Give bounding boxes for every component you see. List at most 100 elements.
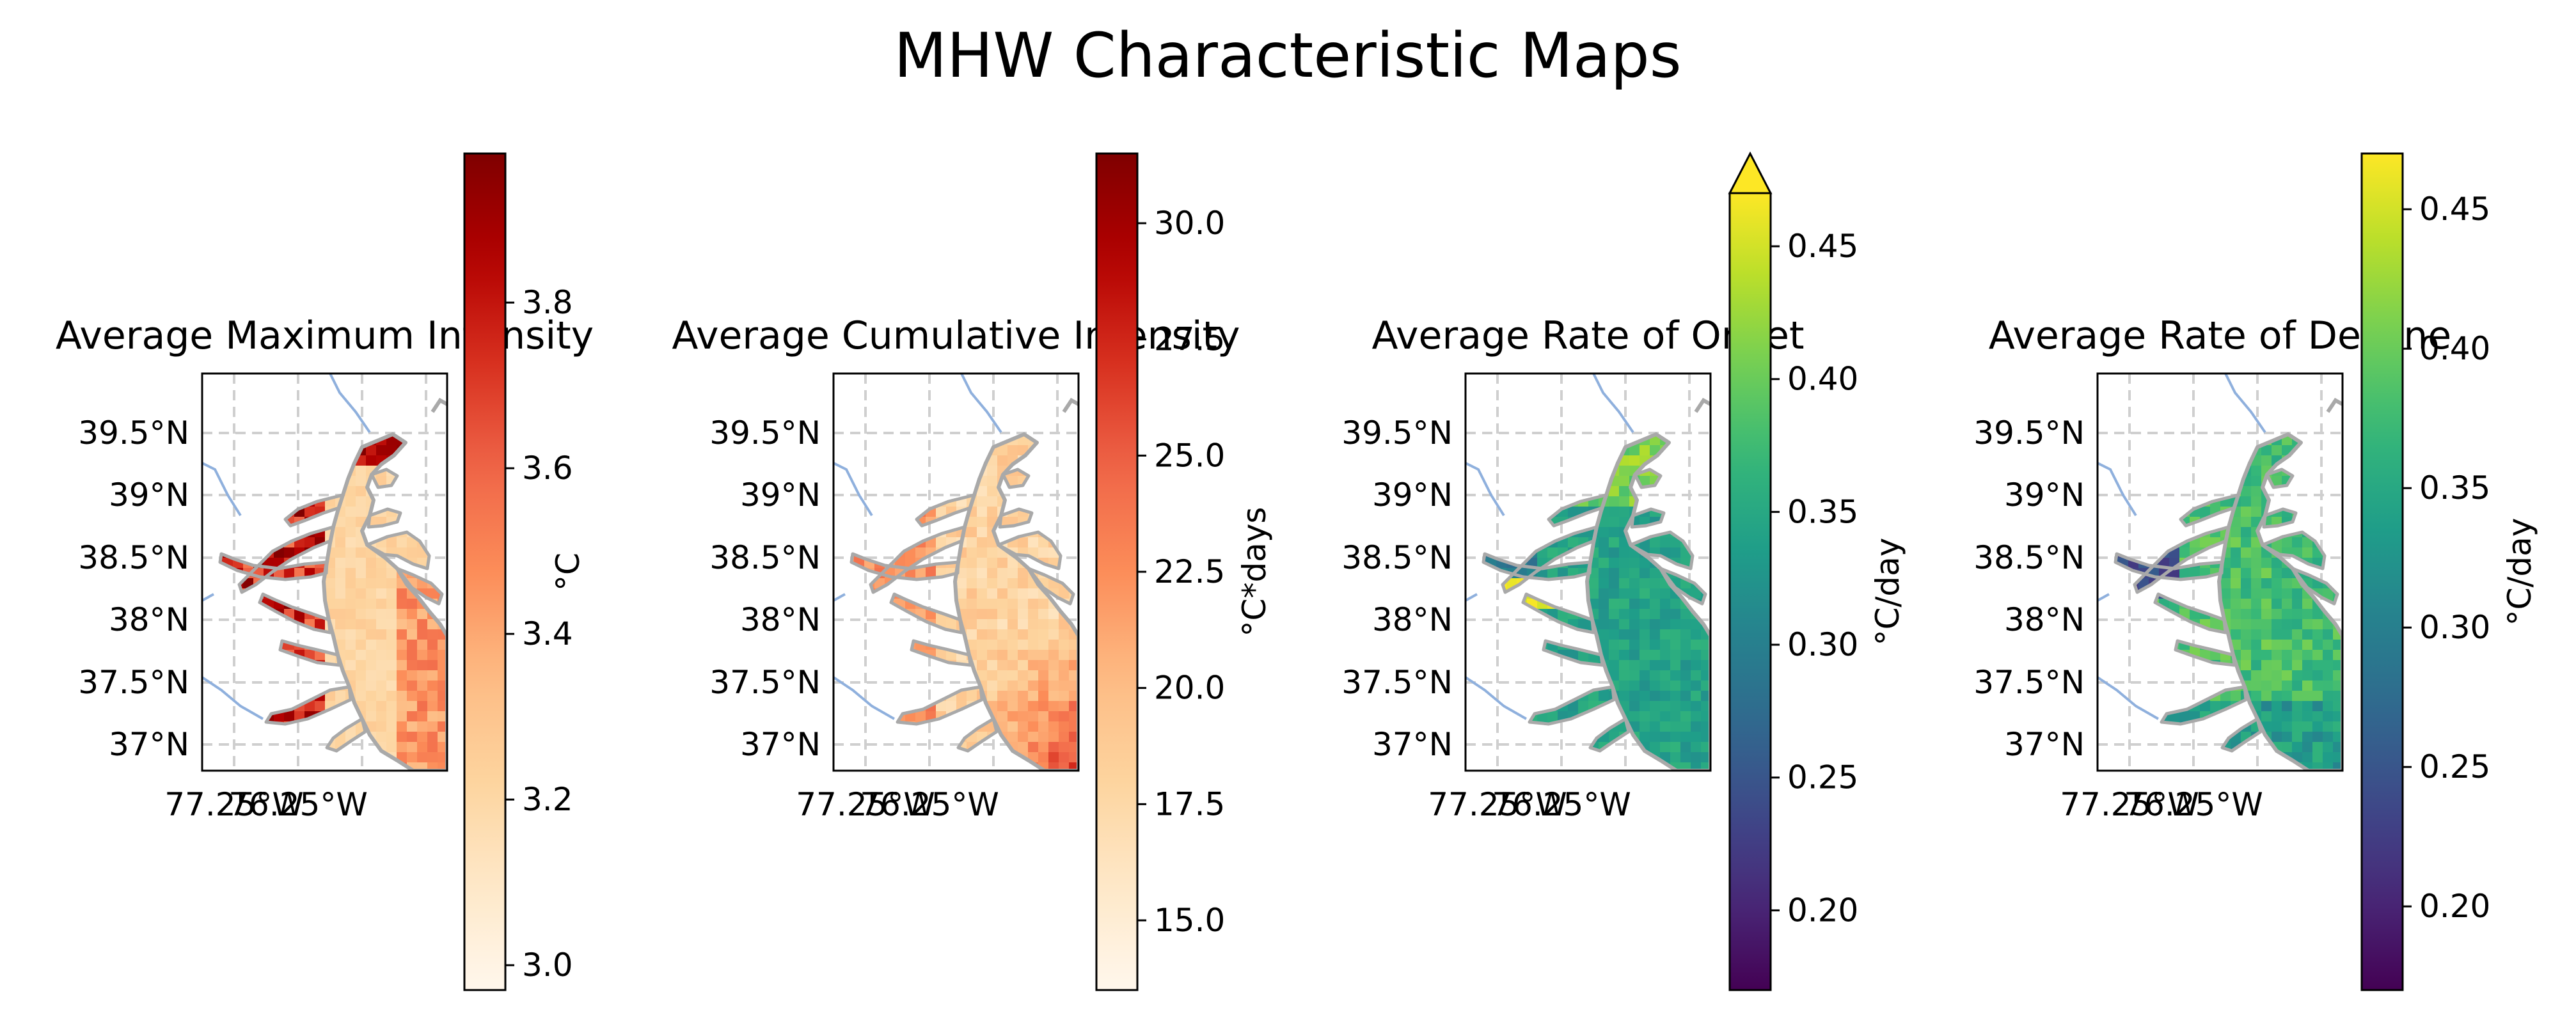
data-cell — [1018, 629, 1029, 640]
data-cell — [386, 537, 397, 548]
data-cell — [407, 752, 418, 763]
data-cell — [315, 404, 326, 415]
data-cell — [1588, 486, 1599, 497]
data-cell — [956, 670, 967, 681]
data-cell — [1578, 762, 1589, 771]
data-cell — [1496, 691, 1507, 702]
data-cell — [1619, 752, 1630, 763]
data-cell — [2272, 414, 2282, 425]
data-cell — [864, 762, 875, 771]
data-cell — [2138, 537, 2149, 548]
data-cell — [844, 650, 855, 661]
data-cell — [2302, 435, 2313, 446]
data-cell — [1701, 660, 1711, 671]
data-cell — [1701, 537, 1711, 548]
data-cell — [1670, 394, 1681, 405]
data-cell — [956, 445, 967, 456]
data-cell — [1640, 762, 1650, 771]
data-cell — [1619, 558, 1630, 569]
data-cell — [427, 732, 438, 743]
data-cell — [844, 701, 855, 712]
data-cell — [967, 466, 977, 476]
data-cell — [864, 619, 875, 630]
data-cell — [1048, 640, 1059, 650]
data-cell — [2251, 568, 2262, 579]
data-cell — [834, 568, 844, 579]
data-cell — [1680, 568, 1691, 579]
data-cell — [274, 660, 285, 671]
data-cell — [264, 640, 274, 650]
data-cell — [427, 455, 438, 466]
data-cell — [1568, 701, 1579, 712]
data-cell — [335, 547, 346, 558]
data-cell — [356, 486, 367, 497]
data-cell — [1568, 660, 1579, 671]
data-cell — [2292, 414, 2303, 425]
data-cell — [397, 701, 407, 712]
data-cell — [2210, 732, 2221, 743]
data-cell — [1558, 588, 1569, 599]
data-cell — [223, 537, 233, 548]
data-cell — [997, 404, 1008, 415]
data-cell — [2272, 496, 2282, 507]
data-cell — [2312, 476, 2323, 487]
data-cell — [233, 425, 244, 436]
data-cell — [936, 742, 947, 753]
data-cell — [1691, 701, 1702, 712]
data-cell — [2210, 404, 2221, 415]
data-cell — [1038, 455, 1049, 466]
data-cell — [977, 414, 988, 425]
data-cell — [1018, 568, 1029, 579]
data-cell — [356, 496, 367, 507]
data-cell — [356, 507, 367, 517]
data-cell — [243, 609, 254, 620]
data-cell — [1650, 742, 1661, 753]
data-cell — [2169, 374, 2180, 384]
data-cell — [2261, 609, 2272, 620]
data-cell — [874, 619, 885, 630]
data-cell — [1517, 681, 1528, 691]
data-cell — [1038, 507, 1049, 517]
data-cell — [335, 404, 346, 415]
data-cell — [438, 547, 447, 558]
data-cell — [915, 629, 926, 640]
data-cell — [1680, 732, 1691, 743]
data-cell — [212, 455, 223, 466]
data-cell — [233, 742, 244, 753]
data-cell — [2333, 486, 2343, 497]
data-cell — [946, 547, 957, 558]
data-cell — [1537, 374, 1548, 384]
data-cell — [1038, 732, 1049, 743]
colorbar-tick-label: 30.0 — [1154, 205, 1225, 242]
colorbar-bar — [463, 152, 507, 991]
data-cell — [1599, 445, 1609, 456]
data-cell — [253, 384, 264, 395]
data-cell — [325, 762, 336, 771]
data-cell — [417, 507, 428, 517]
data-cell — [1007, 762, 1018, 771]
river — [2098, 593, 2110, 602]
data-cell — [1568, 374, 1579, 384]
data-cell — [397, 486, 407, 497]
data-cell — [2210, 394, 2221, 405]
data-cell — [834, 394, 844, 405]
data-cell — [202, 660, 213, 671]
data-cell — [2261, 619, 2272, 630]
data-cell — [2282, 609, 2293, 620]
data-cell — [2231, 762, 2241, 771]
data-cell — [294, 374, 305, 384]
data-cell — [2333, 578, 2343, 589]
data-cell — [1619, 691, 1630, 702]
data-cell — [2312, 455, 2323, 466]
data-cell — [2333, 445, 2343, 456]
data-cell — [1609, 547, 1620, 558]
data-cell — [2190, 762, 2201, 771]
data-cell — [2138, 547, 2149, 558]
data-cell — [854, 568, 865, 579]
data-cell — [2261, 752, 2272, 763]
data-cell — [2159, 742, 2170, 753]
data-cell — [212, 445, 223, 456]
data-cell — [304, 414, 315, 425]
data-cell — [438, 578, 447, 589]
